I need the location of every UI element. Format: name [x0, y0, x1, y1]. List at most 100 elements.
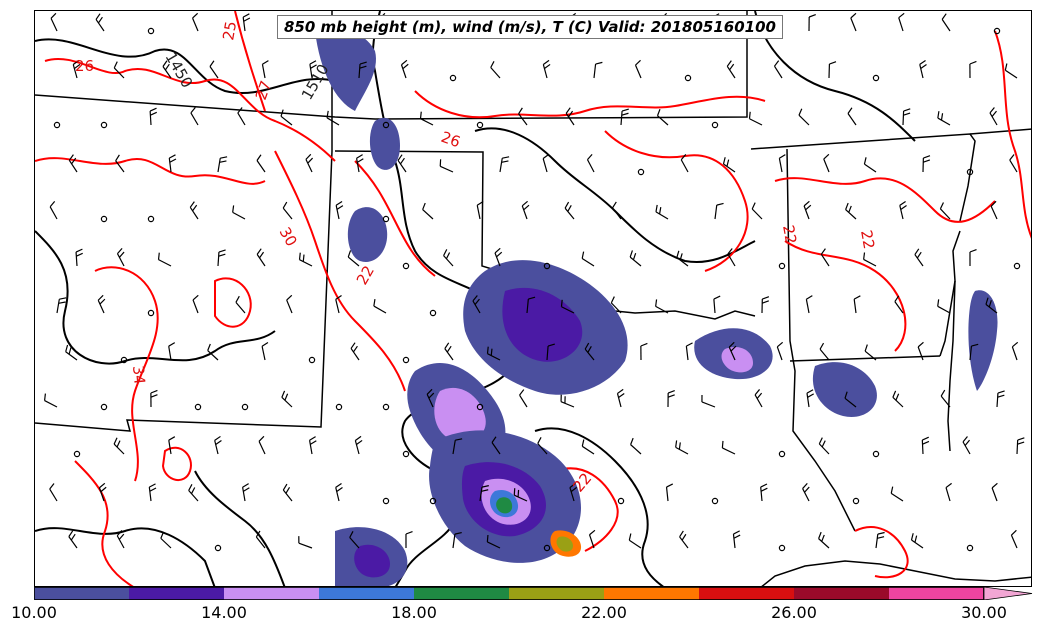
- colorbar-band: [129, 587, 224, 600]
- wind-barb: [685, 342, 693, 361]
- wind-barb: [43, 393, 58, 408]
- wind-barb: [429, 497, 437, 505]
- wind-barb: [989, 107, 998, 126]
- wind-barb: [214, 544, 222, 552]
- wind-barb: [402, 262, 410, 270]
- wind-barb: [1009, 154, 1018, 173]
- wind-barb: [209, 60, 219, 79]
- wind-barb: [713, 295, 721, 314]
- wind-barb: [232, 205, 246, 220]
- wind-barb: [519, 389, 528, 408]
- wind-barb: [308, 356, 316, 364]
- wind-barb: [350, 342, 360, 361]
- wind-barb: [773, 60, 783, 79]
- wind-barb: [754, 389, 763, 408]
- wind-barb: [680, 154, 689, 173]
- wind-barb: [162, 60, 172, 79]
- wind-barb: [256, 154, 266, 173]
- wind-barb: [937, 111, 951, 126]
- temperature-label: 27: [252, 78, 275, 102]
- wind-barb: [898, 12, 905, 32]
- wind-barb: [617, 497, 625, 505]
- temperature-contour: [994, 30, 1031, 239]
- wind-barb: [667, 390, 675, 408]
- wind-barb: [298, 252, 313, 267]
- wind-barb: [776, 341, 784, 361]
- wind-barb: [726, 60, 736, 79]
- wind-barb: [1013, 262, 1021, 270]
- wind-barb: [941, 13, 951, 32]
- colorbar-band: [509, 587, 604, 600]
- wind-barb: [863, 252, 877, 267]
- wind-barb: [157, 252, 172, 267]
- wind-barb: [261, 60, 269, 79]
- temperature-label: 34: [129, 365, 149, 386]
- wind-barb: [349, 531, 360, 549]
- wind-barb: [564, 201, 575, 220]
- wind-barb: [864, 344, 877, 361]
- wind-barb: [969, 248, 977, 267]
- wind-barb: [326, 110, 340, 126]
- wind-barb: [620, 108, 629, 126]
- wind-barb: [991, 482, 998, 502]
- wind-barb: [569, 482, 578, 502]
- wind-barb: [612, 201, 622, 220]
- wind-barb: [852, 497, 860, 505]
- wind-barb: [147, 309, 155, 317]
- temperature-contour: [774, 177, 996, 223]
- wind-barb: [217, 156, 228, 173]
- wind-barb: [281, 390, 293, 408]
- wind-barb: [68, 154, 78, 173]
- wind-barb: [242, 483, 250, 502]
- wind-barb: [309, 60, 317, 79]
- wind-barb: [113, 61, 125, 79]
- wind-barb: [778, 544, 786, 552]
- wind-barb: [116, 530, 125, 549]
- wind-barb: [382, 497, 390, 505]
- wind-barb: [808, 14, 816, 32]
- wind-barb: [679, 530, 689, 549]
- colorbar-band: [699, 587, 794, 600]
- wind-barb: [261, 342, 269, 361]
- temperature-contour: [94, 266, 159, 482]
- wind-barb: [518, 107, 528, 126]
- wind-barb: [402, 356, 410, 364]
- wind-barb: [120, 356, 128, 364]
- wind-barbs: [43, 12, 1025, 552]
- wind-barb: [419, 111, 434, 126]
- height-contour: [474, 127, 756, 263]
- wind-barb: [721, 440, 736, 455]
- wind-barb: [945, 482, 952, 502]
- wind-barb: [1011, 341, 1019, 361]
- wind-barb: [542, 59, 551, 79]
- shaded-region: [434, 387, 486, 442]
- wind-barb: [1010, 529, 1018, 549]
- wind-barb: [892, 390, 904, 408]
- wind-barb: [397, 154, 407, 173]
- wind-barb: [286, 294, 293, 314]
- wind-barb: [634, 59, 642, 79]
- wind-barb: [748, 111, 763, 126]
- wind-barb: [845, 202, 857, 220]
- wind-barb: [542, 153, 550, 173]
- wind-barb: [586, 153, 595, 173]
- temperature-contour: [74, 460, 134, 586]
- wind-barb: [241, 403, 249, 411]
- wind-barb: [192, 294, 199, 314]
- wind-barb: [98, 482, 107, 502]
- wind-barb: [727, 248, 736, 267]
- wind-barb: [53, 121, 61, 129]
- colorbar-tick-label: 18.00: [391, 603, 437, 622]
- wind-barb: [75, 248, 83, 267]
- wind-barb: [160, 531, 172, 549]
- wind-barb: [335, 294, 342, 314]
- wind-barb: [872, 74, 880, 82]
- wind-barb: [494, 247, 503, 267]
- wind-barb: [382, 121, 390, 129]
- wind-barb: [899, 200, 907, 220]
- wind-barb: [1016, 437, 1025, 455]
- wind-barb: [584, 342, 595, 361]
- wind-barb: [616, 388, 625, 408]
- wind-barb: [429, 309, 437, 317]
- colorbar-tick-label: 10.00: [11, 603, 57, 622]
